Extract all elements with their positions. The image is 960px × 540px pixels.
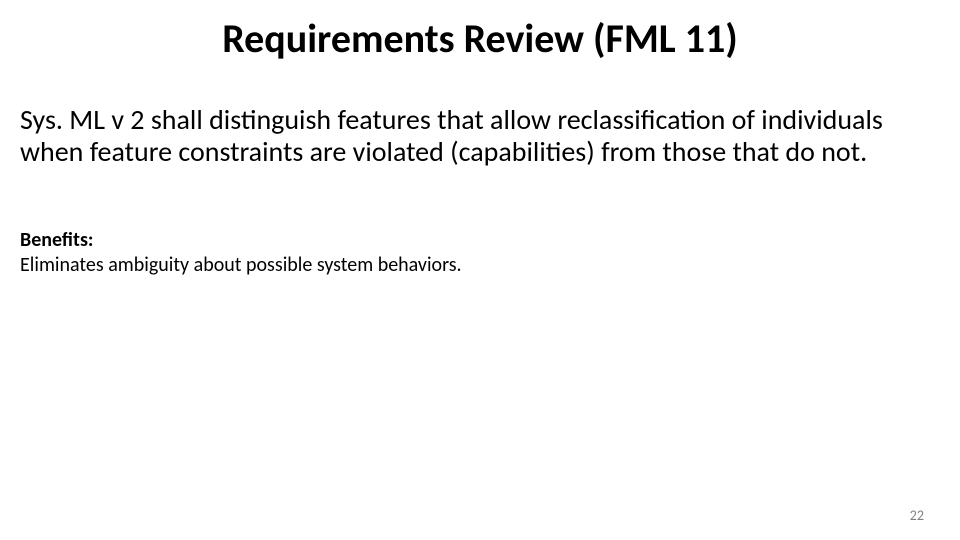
slide-container: Requirements Review (FML 11) Sys. ML v 2…	[0, 0, 960, 540]
page-number: 22	[910, 507, 924, 524]
slide-title: Requirements Review (FML 11)	[0, 14, 960, 63]
benefits-text: Eliminates ambiguity about possible syst…	[20, 253, 462, 277]
requirement-body-text: Sys. ML v 2 shall distinguish features t…	[20, 104, 940, 168]
benefits-block: Benefits: Eliminates ambiguity about pos…	[20, 228, 940, 278]
benefits-label: Benefits:	[20, 228, 93, 252]
